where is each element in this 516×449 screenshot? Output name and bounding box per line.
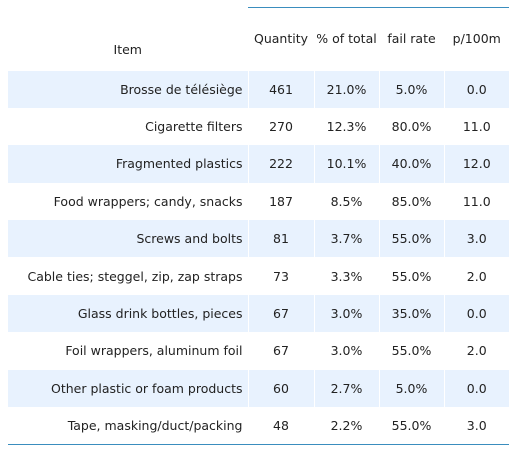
- cell-item: Food wrappers; candy, snacks: [8, 182, 248, 221]
- cell-pct-total: 21.0%: [313, 70, 379, 108]
- cell-pct-total: 3.3%: [313, 257, 379, 295]
- cell-pct-total: 12.3%: [313, 107, 379, 146]
- cell-fail-rate: 55.0%: [378, 220, 444, 258]
- cell-quantity: 187: [247, 182, 314, 221]
- cell-item: Tape, masking/duct/packing: [8, 407, 248, 445]
- cell-p100m: 11.0: [443, 182, 509, 221]
- table-row: Other plastic or foam products 60 2.7% 5.0%…: [8, 369, 509, 408]
- cell-pct-total: 3.0%: [313, 332, 379, 370]
- cell-fail-rate: 55.0%: [378, 332, 444, 370]
- header-row: Item Quantity % of total fail rate p/100…: [8, 7, 509, 71]
- table-row: Tape, masking/duct/packing 48 2.2% 55.0% 3.0: [8, 407, 509, 445]
- cell-p100m: 12.0: [443, 145, 509, 183]
- cell-fail-rate: 5.0%: [378, 70, 444, 108]
- cell-fail-rate: 80.0%: [378, 107, 444, 146]
- cell-quantity: 73: [247, 257, 314, 295]
- column-header-fail-rate: fail rate: [378, 7, 444, 71]
- cell-pct-total: 3.7%: [313, 220, 379, 258]
- cell-quantity: 67: [247, 332, 314, 370]
- cell-item: Screws and bolts: [8, 220, 248, 258]
- cell-p100m: 2.0: [443, 257, 509, 295]
- cell-pct-total: 8.5%: [313, 182, 379, 221]
- cell-fail-rate: 85.0%: [378, 182, 444, 221]
- cell-p100m: 2.0: [443, 332, 509, 370]
- cell-p100m: 0.0: [443, 369, 509, 408]
- column-header-item: Item: [8, 7, 248, 71]
- cell-quantity: 270: [247, 107, 314, 146]
- cell-item: Cigarette filters: [8, 107, 248, 146]
- cell-quantity: 60: [247, 369, 314, 408]
- cell-fail-rate: 35.0%: [378, 294, 444, 333]
- cell-pct-total: 2.7%: [313, 369, 379, 408]
- cell-p100m: 0.0: [443, 294, 509, 333]
- cell-p100m: 11.0: [443, 107, 509, 146]
- cell-item: Cable ties; steggel, zip, zap straps: [8, 257, 248, 295]
- cell-fail-rate: 55.0%: [378, 407, 444, 445]
- cell-pct-total: 10.1%: [313, 145, 379, 183]
- table-row: Cigarette filters 270 12.3% 80.0% 11.0: [8, 107, 509, 146]
- cell-p100m: 0.0: [443, 70, 509, 108]
- cell-item: Other plastic or foam products: [8, 369, 248, 408]
- cell-fail-rate: 40.0%: [378, 145, 444, 183]
- cell-quantity: 48: [247, 407, 314, 445]
- table-row: Food wrappers; candy, snacks 187 8.5% 85.0%…: [8, 182, 509, 221]
- column-header-pct-total: % of total: [313, 7, 379, 71]
- litter-summary-table: Item Quantity % of total fail rate p/100…: [8, 7, 509, 445]
- column-header-p100m: p/100m: [443, 7, 509, 71]
- column-header-quantity: Quantity: [247, 7, 314, 71]
- cell-fail-rate: 55.0%: [378, 257, 444, 295]
- cell-p100m: 3.0: [443, 220, 509, 258]
- cell-quantity: 81: [247, 220, 314, 258]
- cell-p100m: 3.0: [443, 407, 509, 445]
- table-row: Fragmented plastics 222 10.1% 40.0% 12.0: [8, 145, 509, 183]
- table-body: Brosse de télésiège 461 21.0% 5.0% 0.0 Cigare…: [8, 70, 509, 445]
- cell-quantity: 67: [247, 294, 314, 333]
- table-row: Brosse de télésiège 461 21.0% 5.0% 0.0: [8, 70, 509, 108]
- cell-pct-total: 2.2%: [313, 407, 379, 445]
- cell-quantity: 222: [247, 145, 314, 183]
- table-row: Cable ties; steggel, zip, zap straps 73 3.…: [8, 257, 509, 295]
- table-row: Glass drink bottles, pieces 67 3.0% 35.0% 0.…: [8, 294, 509, 333]
- cell-item: Brosse de télésiège: [8, 70, 248, 108]
- table-row: Foil wrappers, aluminum foil 67 3.0% 55.0% 2…: [8, 332, 509, 370]
- cell-fail-rate: 5.0%: [378, 369, 444, 408]
- cell-pct-total: 3.0%: [313, 294, 379, 333]
- cell-item: Glass drink bottles, pieces: [8, 294, 248, 333]
- table-row: Screws and bolts 81 3.7% 55.0% 3.0: [8, 220, 509, 258]
- cell-item: Fragmented plastics: [8, 145, 248, 183]
- cell-item: Foil wrappers, aluminum foil: [8, 332, 248, 370]
- cell-quantity: 461: [247, 70, 314, 108]
